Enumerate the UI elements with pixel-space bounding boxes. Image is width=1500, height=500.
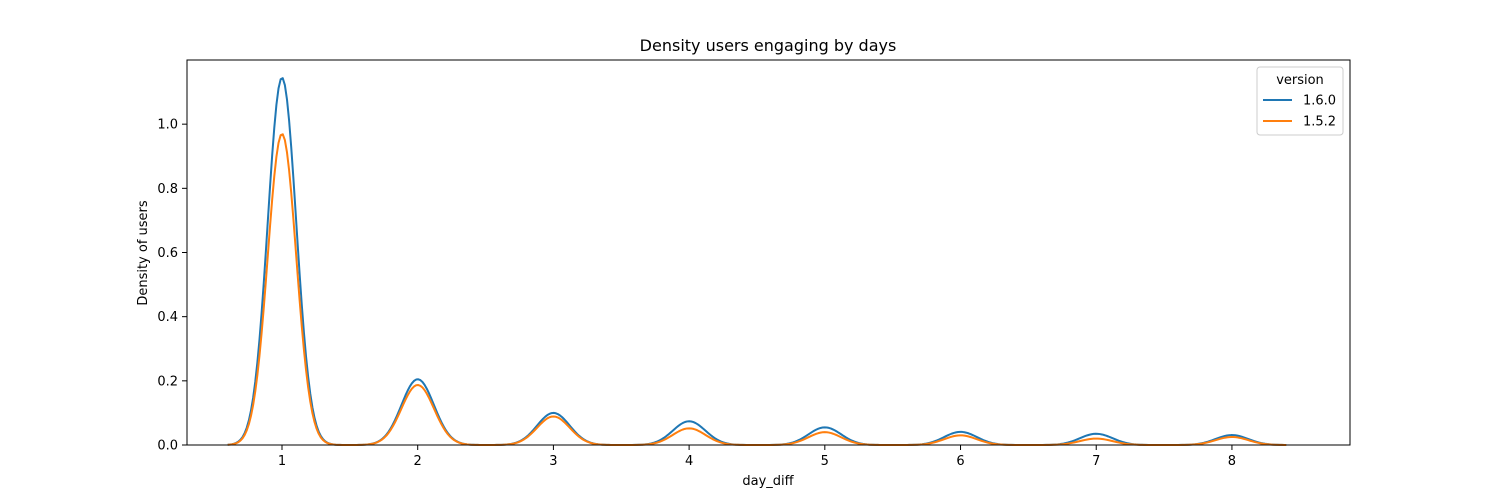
series-lines — [227, 77, 1287, 446]
legend-label: 1.6.0 — [1303, 94, 1336, 109]
x-tick-label: 7 — [1092, 454, 1100, 469]
x-tick-label: 5 — [821, 454, 829, 469]
x-tick-label: 8 — [1228, 454, 1236, 469]
legend: version 1.6.0 1.5.2 — [1256, 66, 1344, 136]
y-tick-label: 0.6 — [157, 246, 178, 261]
series-line-1-5-2 — [227, 133, 1287, 446]
y-tick-label: 0.8 — [157, 182, 178, 197]
chart-title: Density users engaging by days — [640, 36, 897, 55]
x-tick-label: 6 — [956, 454, 964, 469]
x-axis-label: day_diff — [742, 474, 794, 489]
plot-frame — [186, 59, 1351, 446]
legend-label: 1.5.2 — [1303, 115, 1336, 130]
y-tick-label: 1.0 — [157, 118, 178, 133]
x-tick-label: 2 — [414, 454, 422, 469]
legend-title: version — [1276, 73, 1324, 88]
y-axis-ticks: 0.0 0.2 0.4 0.6 0.8 1.0 — [157, 118, 187, 454]
y-axis-label: Density of users — [136, 200, 151, 306]
x-tick-label: 3 — [549, 454, 557, 469]
x-axis-ticks: 1 2 3 4 5 6 7 8 — [278, 445, 1236, 469]
x-tick-label: 4 — [685, 454, 693, 469]
x-tick-label: 1 — [278, 454, 286, 469]
legend-box — [1256, 66, 1344, 136]
y-tick-label: 0.2 — [157, 374, 178, 389]
y-tick-label: 0.0 — [157, 439, 178, 454]
series-line-1-6-0 — [227, 77, 1287, 446]
y-tick-label: 0.4 — [157, 310, 178, 325]
